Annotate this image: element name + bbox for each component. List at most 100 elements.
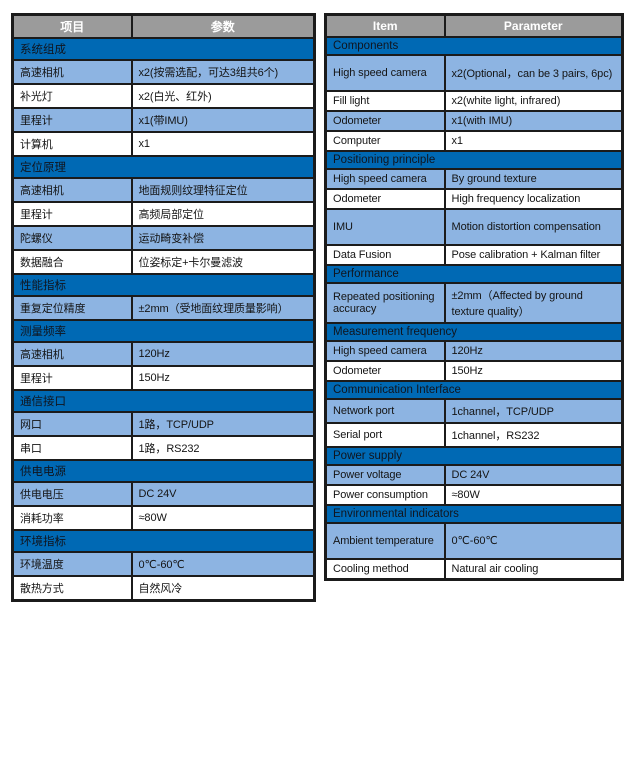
value-cell: 位姿标定+卡尔曼滤波 — [130, 249, 316, 275]
item-cell: Serial port — [324, 421, 446, 448]
spec-row: Ambient temperature 0℃-60℃ — [324, 521, 624, 560]
item-cell: Computer — [324, 129, 446, 152]
item-cell: 高速相机 — [11, 341, 133, 367]
spec-row: High speed camera By ground texture — [324, 167, 624, 190]
section-label: 通信接口 — [11, 389, 316, 413]
section-label: 定位原理 — [11, 155, 316, 179]
value-cell: 150Hz — [443, 359, 624, 382]
spec-row: Computer x1 — [324, 129, 624, 152]
value-cell: 1channel，TCP/UDP — [443, 397, 624, 424]
item-cell: 里程计 — [11, 107, 133, 133]
section-row: Measurement frequency — [324, 321, 624, 342]
value-cell: 120Hz — [443, 339, 624, 362]
value-cell: DC 24V — [130, 481, 316, 507]
value-cell: Pose calibration + Kalman filter — [443, 243, 624, 266]
value-cell: x1(带IMU) — [130, 107, 316, 133]
spec-row: High speed camera 120Hz — [324, 339, 624, 362]
item-cell: Data Fusion — [324, 243, 446, 266]
item-cell: Network port — [324, 397, 446, 424]
spec-row: 网口 1路，TCP/UDP — [11, 411, 316, 437]
spec-row: 补光灯 x2(白光、红外) — [11, 83, 316, 109]
section-row: 通信接口 — [11, 389, 316, 413]
value-cell: ±2mm（受地面纹理质量影响） — [130, 295, 316, 321]
section-label: Communication Interface — [324, 379, 624, 400]
section-row: Performance — [324, 263, 624, 284]
item-cell: 网口 — [11, 411, 133, 437]
spec-row: High speed camera x2(Optional，can be 3 pa… — [324, 53, 624, 92]
value-cell: x1 — [443, 129, 624, 152]
value-cell: 自然风冷 — [130, 575, 316, 602]
section-row: 系统组成 — [11, 37, 316, 61]
spec-row: 消耗功率 ≈80W — [11, 505, 316, 531]
section-label: Power supply — [324, 445, 624, 466]
value-cell: 150Hz — [130, 365, 316, 391]
column-header-cell: 参数 — [130, 13, 316, 39]
spec-row: Data Fusion Pose calibration + Kalman fil… — [324, 243, 624, 266]
spec-row: 陀螺仪 运动畸变补偿 — [11, 225, 316, 251]
item-cell: 里程计 — [11, 365, 133, 391]
item-cell: 环境温度 — [11, 551, 133, 577]
section-label: Components — [324, 35, 624, 56]
spec-row: Cooling method Natural air cooling — [324, 557, 624, 580]
value-cell: x2(Optional，can be 3 pairs, 6pc) — [443, 53, 624, 92]
value-cell: x1(with IMU) — [443, 109, 624, 132]
item-cell: 陀螺仪 — [11, 225, 133, 251]
item-cell: 高速相机 — [11, 177, 133, 203]
section-label: Measurement frequency — [324, 321, 624, 342]
item-cell: Power consumption — [324, 483, 446, 506]
value-cell: 地面规则纹理特征定位 — [130, 177, 316, 203]
value-cell: 1路，RS232 — [130, 435, 316, 461]
item-cell: Cooling method — [324, 557, 446, 580]
value-cell: x2(按需选配，可达3组共6个) — [130, 59, 316, 85]
section-row: 供电电源 — [11, 459, 316, 483]
value-cell: ±2mm（Affected by ground texture quality） — [443, 281, 624, 324]
spec-row: Odometer 150Hz — [324, 359, 624, 382]
section-label: 测量频率 — [11, 319, 316, 343]
item-cell: 数据融合 — [11, 249, 133, 275]
spec-row: Serial port 1channel，RS232 — [324, 421, 624, 448]
spec-row: 环境温度 0℃-60℃ — [11, 551, 316, 577]
section-label: Environmental indicators — [324, 503, 624, 524]
spec-row: 散热方式 自然风冷 — [11, 575, 316, 602]
column-header-cell: Parameter — [443, 13, 624, 38]
spec-table-english: Item Parameter Components High speed camera… — [324, 13, 624, 581]
value-cell: Motion distortion compensation — [443, 207, 624, 246]
section-row: Power supply — [324, 445, 624, 466]
value-cell: 120Hz — [130, 341, 316, 367]
item-cell: 重复定位精度 — [11, 295, 133, 321]
section-row: Communication Interface — [324, 379, 624, 400]
item-cell: IMU — [324, 207, 446, 246]
section-label: Performance — [324, 263, 624, 284]
item-cell: Odometer — [324, 187, 446, 210]
item-cell: Odometer — [324, 359, 446, 382]
spec-table-chinese: 项目 参数 系统组成 高速相机 x2(按需选配，可达3组共6个) 补光灯 x2(白光、红外)… — [11, 13, 316, 602]
item-cell: Ambient temperature — [324, 521, 446, 560]
value-cell: 运动畸变补偿 — [130, 225, 316, 251]
spec-row: 高速相机 120Hz — [11, 341, 316, 367]
value-cell: x1 — [130, 131, 316, 157]
section-row: 性能指标 — [11, 273, 316, 297]
spec-row: Power consumption ≈80W — [324, 483, 624, 506]
value-cell: x2(white light, infrared) — [443, 89, 624, 112]
item-cell: High speed camera — [324, 53, 446, 92]
spec-row: 里程计 高频局部定位 — [11, 201, 316, 227]
value-cell: Natural air cooling — [443, 557, 624, 580]
spec-row: Odometer x1(with IMU) — [324, 109, 624, 132]
value-cell: By ground texture — [443, 167, 624, 190]
item-cell: Power voltage — [324, 463, 446, 486]
spec-row: 重复定位精度 ±2mm（受地面纹理质量影响） — [11, 295, 316, 321]
spec-row: 数据融合 位姿标定+卡尔曼滤波 — [11, 249, 316, 275]
section-label: 系统组成 — [11, 37, 316, 61]
item-cell: High speed camera — [324, 167, 446, 190]
column-header-row: 项目 参数 — [11, 13, 316, 39]
spec-row: 串口 1路，RS232 — [11, 435, 316, 461]
value-cell: High frequency localization — [443, 187, 624, 210]
spec-row: Network port 1channel，TCP/UDP — [324, 397, 624, 424]
page: 项目 参数 系统组成 高速相机 x2(按需选配，可达3组共6个) 补光灯 x2(白光、红外)… — [11, 13, 624, 602]
section-row: Environmental indicators — [324, 503, 624, 524]
value-cell: x2(白光、红外) — [130, 83, 316, 109]
item-cell: 补光灯 — [11, 83, 133, 109]
spec-row: 高速相机 地面规则纹理特征定位 — [11, 177, 316, 203]
spec-row: 高速相机 x2(按需选配，可达3组共6个) — [11, 59, 316, 85]
value-cell: ≈80W — [443, 483, 624, 506]
